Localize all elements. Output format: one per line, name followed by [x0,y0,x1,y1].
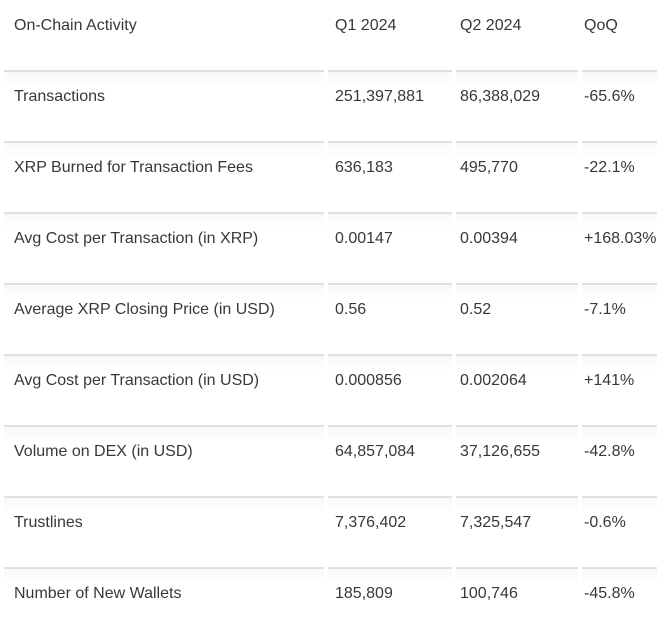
q2-value: 0.00394 [456,212,578,283]
column-header-q1-2024: Q1 2024 [328,0,452,70]
q1-value: 0.56 [328,283,452,354]
q2-value: 37,126,655 [456,425,578,496]
row-label: Transactions [4,70,324,141]
q1-value: 636,183 [328,141,452,212]
row-label: Avg Cost per Transaction (in XRP) [4,212,324,283]
column-header-qoq: QoQ [582,0,657,70]
q2-value: 0.52 [456,283,578,354]
q1-value: 0.000856 [328,354,452,425]
table-row-avg-cost-usd: Avg Cost per Transaction (in USD) 0.0008… [4,354,657,425]
table-row-transactions: Transactions 251,397,881 86,388,029 -65.… [4,70,657,141]
q2-value: 100,746 [456,567,578,638]
q2-value: 7,325,547 [456,496,578,567]
row-label: Volume on DEX (in USD) [4,425,324,496]
row-label: Number of New Wallets [4,567,324,638]
row-label: XRP Burned for Transaction Fees [4,141,324,212]
q2-value: 0.002064 [456,354,578,425]
qoq-value: +168.03% [582,212,657,283]
q1-value: 185,809 [328,567,452,638]
q1-value: 0.00147 [328,212,452,283]
column-header-on-chain-activity: On-Chain Activity [4,0,324,70]
row-label: Trustlines [4,496,324,567]
table-row-avg-cost-xrp: Avg Cost per Transaction (in XRP) 0.0014… [4,212,657,283]
qoq-value: -42.8% [582,425,657,496]
qoq-value: -22.1% [582,141,657,212]
qoq-value: -7.1% [582,283,657,354]
qoq-value: -0.6% [582,496,657,567]
table-row-new-wallets: Number of New Wallets 185,809 100,746 -4… [4,567,657,638]
q1-value: 251,397,881 [328,70,452,141]
q2-value: 86,388,029 [456,70,578,141]
row-label: Avg Cost per Transaction (in USD) [4,354,324,425]
table-row-avg-closing-price: Average XRP Closing Price (in USD) 0.56 … [4,283,657,354]
qoq-value: -45.8% [582,567,657,638]
qoq-value: -65.6% [582,70,657,141]
qoq-value: +141% [582,354,657,425]
row-label: Average XRP Closing Price (in USD) [4,283,324,354]
column-header-q2-2024: Q2 2024 [456,0,578,70]
q1-value: 7,376,402 [328,496,452,567]
table-row-trustlines: Trustlines 7,376,402 7,325,547 -0.6% [4,496,657,567]
q2-value: 495,770 [456,141,578,212]
table-header-row: On-Chain Activity Q1 2024 Q2 2024 QoQ [4,0,657,70]
table-row-volume-dex: Volume on DEX (in USD) 64,857,084 37,126… [4,425,657,496]
table-row-xrp-burned: XRP Burned for Transaction Fees 636,183 … [4,141,657,212]
q1-value: 64,857,084 [328,425,452,496]
